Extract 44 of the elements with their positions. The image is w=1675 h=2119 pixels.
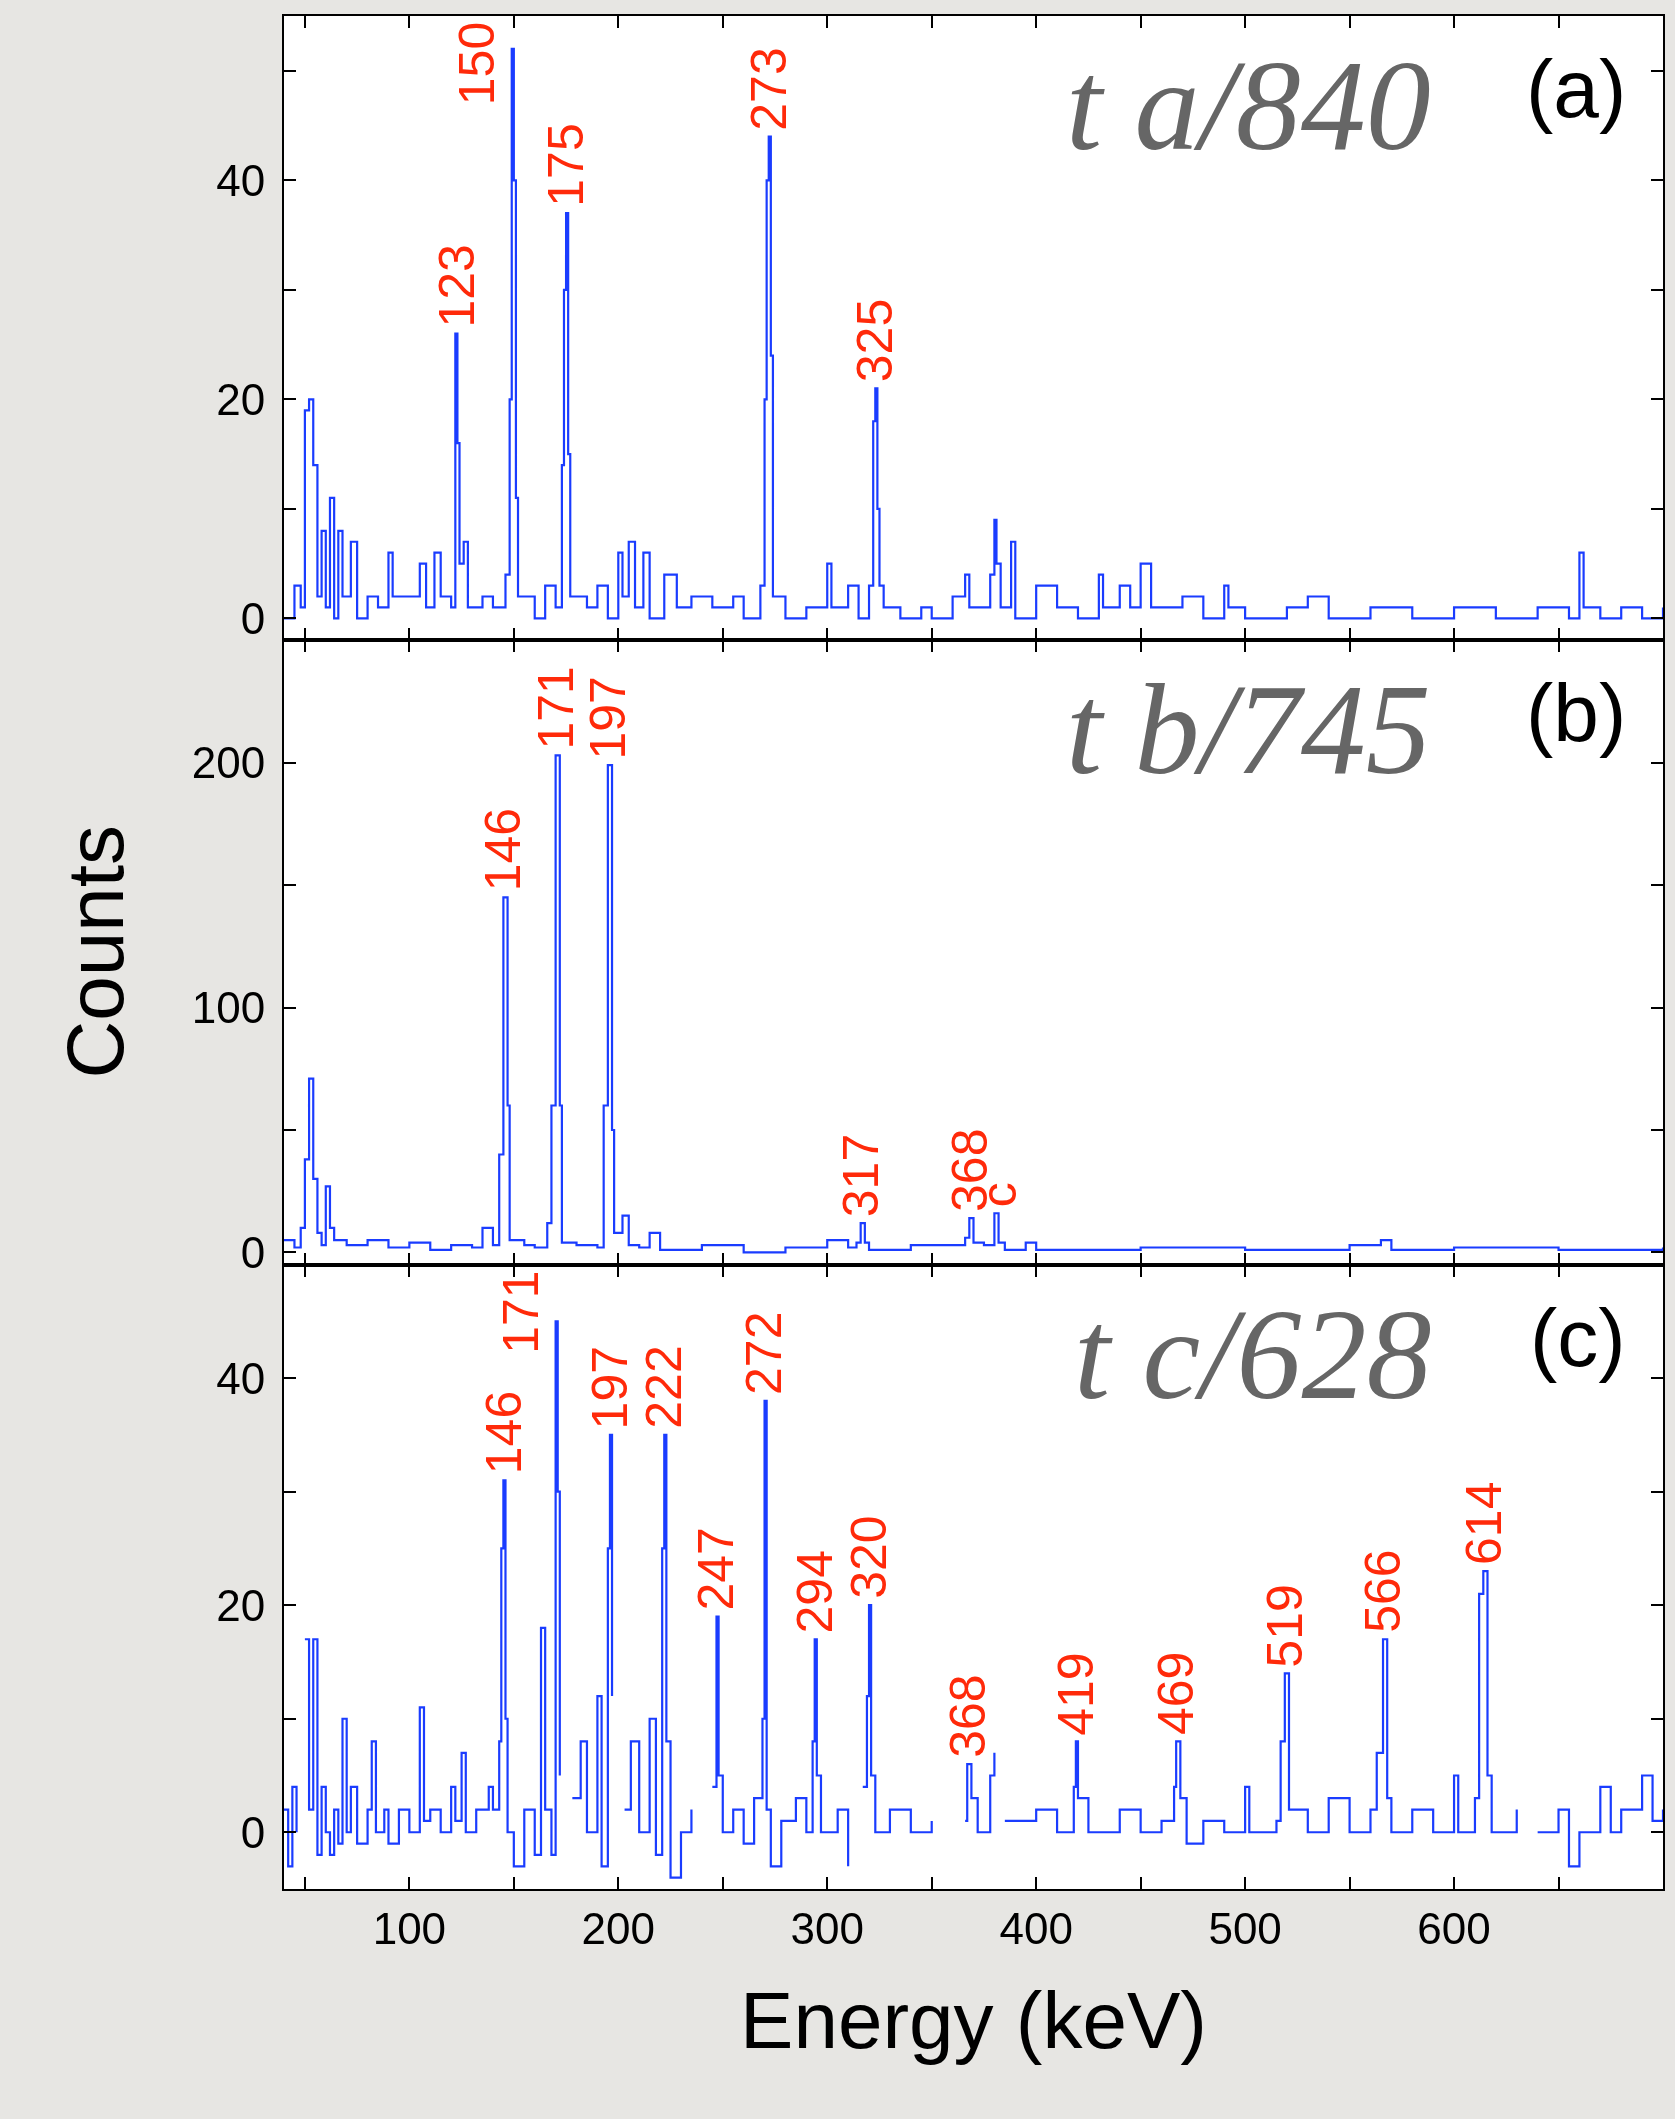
annotation: 469 (1148, 1651, 1205, 1736)
y-tick-label: 100 (191, 982, 266, 1032)
y-tick-label: 200 (191, 738, 266, 788)
annotation: 317 (833, 1133, 890, 1218)
annotation: 294 (786, 1550, 843, 1634)
annotation: 368 (939, 1674, 996, 1758)
annotation: 614 (1455, 1481, 1512, 1565)
chart-title: t a/840 (1066, 33, 1431, 177)
annotation: (c) (1530, 1292, 1626, 1383)
x-tick-label: 200 (581, 1903, 656, 1953)
x-axis-title: Energy (keV) (740, 1975, 1207, 2065)
annotation: 197 (581, 1345, 638, 1430)
annotation: 123 (429, 244, 486, 328)
chart-title: t b/745 (1066, 657, 1431, 801)
annotation: 146 (475, 807, 532, 892)
annotation: 150 (449, 21, 506, 106)
chart-title: t c/628 (1074, 1282, 1432, 1426)
y-tick-label: 40 (216, 155, 266, 205)
annotation: 419 (1047, 1652, 1104, 1736)
annotation: 273 (740, 47, 797, 131)
x-tick-label: 400 (999, 1903, 1073, 1953)
y-axis-title: Counts (50, 825, 140, 1079)
annotation: 247 (688, 1527, 745, 1611)
annotation: 272 (736, 1311, 793, 1395)
y-tick-label: 0 (240, 1227, 266, 1277)
annotation: 146 (475, 1390, 532, 1475)
x-tick-label: 300 (790, 1903, 864, 1953)
annotation: 519 (1257, 1584, 1313, 1668)
annotation: 320 (841, 1515, 898, 1599)
y-tick-label: 20 (216, 374, 266, 424)
annotation: 222 (635, 1345, 692, 1429)
x-tick-label: 100 (372, 1903, 447, 1953)
y-tick-label: 40 (216, 1353, 266, 1403)
annotation: 171 (493, 1270, 550, 1354)
annotation: 566 (1355, 1549, 1412, 1633)
annotation: (b) (1526, 667, 1627, 758)
y-tick-label: 0 (240, 1807, 266, 1857)
annotation: 325 (847, 298, 904, 383)
annotation: 175 (538, 123, 595, 207)
y-tick-label: 20 (216, 1580, 266, 1630)
x-tick-label: 500 (1208, 1903, 1282, 1953)
annotation: (a) (1526, 43, 1627, 134)
x-tick-label: 600 (1417, 1903, 1491, 1953)
y-tick-label: 0 (240, 593, 266, 643)
